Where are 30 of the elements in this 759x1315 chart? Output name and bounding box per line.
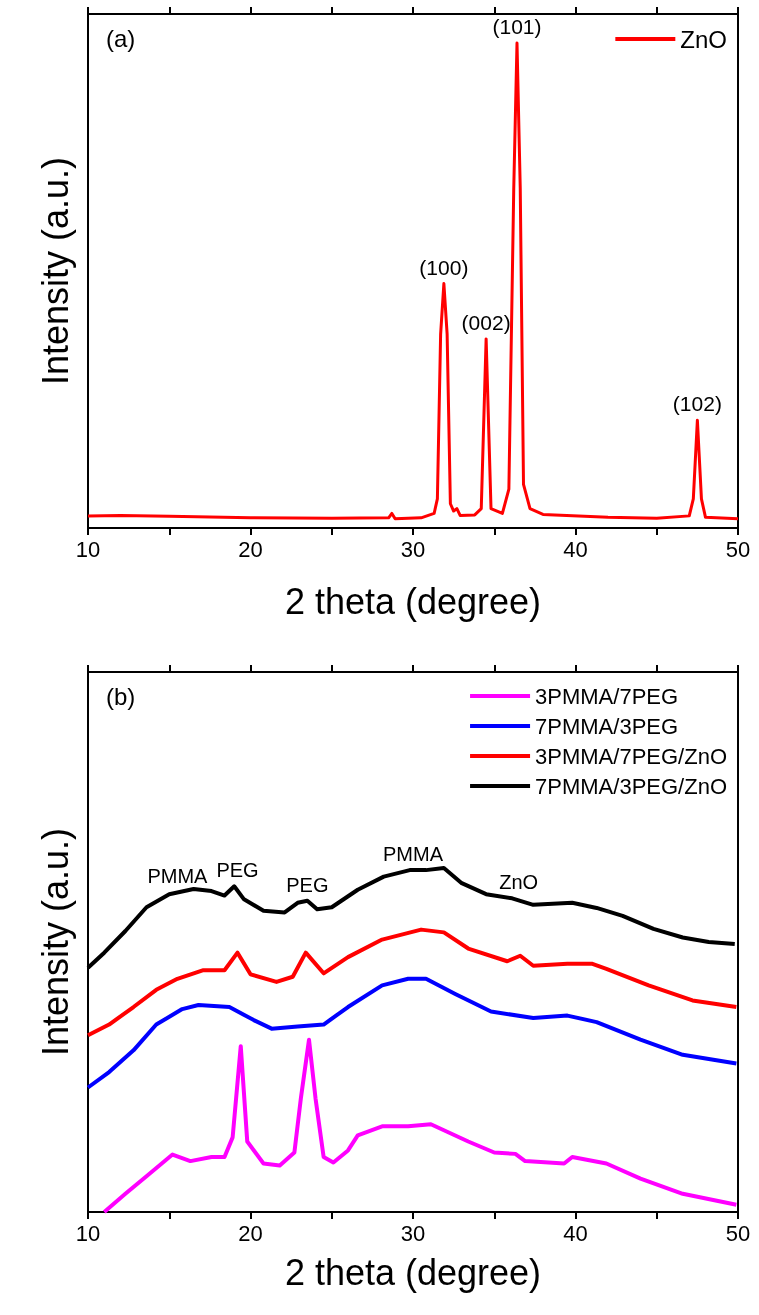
annotation: (102) [672,392,722,416]
x-tick-label: 20 [238,1220,263,1246]
x-tick-label: 50 [725,536,751,562]
annotation: PEG [286,873,329,896]
annotation: ZnO [499,871,539,894]
x-axis-title: 2 theta (degree) [284,1251,542,1293]
annotation: PEG [216,859,259,882]
y-axis-title: Intensity (a.u.) [34,156,76,386]
legend-label: 7PMMA/3PEG [535,713,679,739]
annotation: (100) [419,255,469,279]
legend-label: ZnO [680,25,728,53]
text: (b) [106,682,136,710]
x-tick-label: 10 [75,1220,101,1246]
annotation: PMMA [383,843,444,866]
legend-label: 3PMMA/7PEG/ZnO [535,743,728,769]
x-axis-title: 2 theta (degree) [284,580,542,622]
x-tick-label: 30 [400,536,426,562]
annotation: PMMA [147,865,209,888]
y-axis-title: Intensity (a.u.) [34,827,76,1057]
x-tick-label: 20 [238,536,263,562]
x-tick-label: 40 [563,1220,588,1246]
legend-label: 3PMMA/7PEG [535,683,679,709]
x-tick-label: 50 [725,1220,751,1246]
annotation: (a) [106,24,136,52]
x-tick-label: 10 [75,536,101,562]
x-tick-label: 30 [400,1220,426,1246]
x-tick-label: 40 [563,536,588,562]
annotation: (101) [492,15,542,39]
annotation: (002) [461,310,511,334]
legend-label: 7PMMA/3PEG/ZnO [535,773,728,799]
